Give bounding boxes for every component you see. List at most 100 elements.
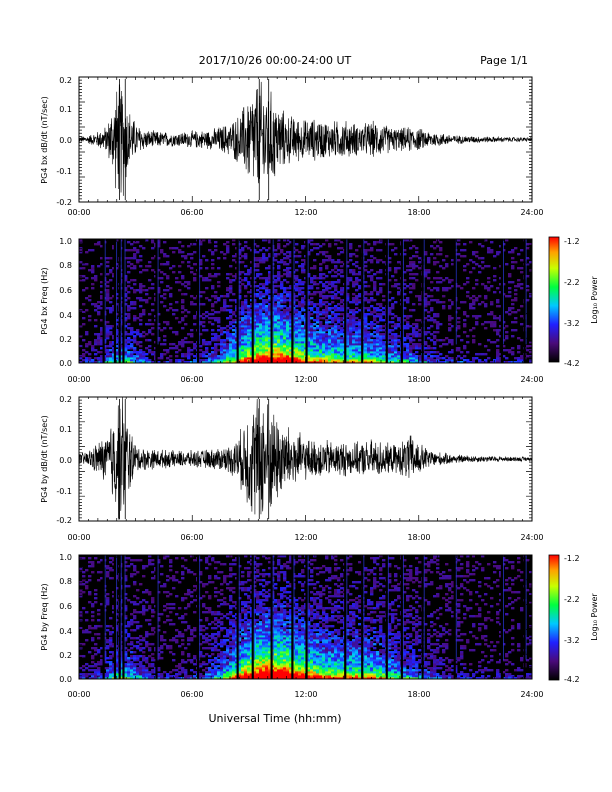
spectrogram-cell: [526, 275, 530, 278]
spectrogram-cell: [217, 643, 221, 646]
spectrogram-cell: [268, 253, 272, 256]
spectrogram-cell: [178, 635, 182, 638]
spectrogram-cell: [298, 287, 302, 290]
spectrogram-cell: [355, 343, 359, 346]
spectrogram-cell: [181, 653, 185, 656]
spectrogram-cell: [226, 293, 230, 296]
spectrogram-cell: [355, 329, 359, 332]
spectrogram-cell: [166, 677, 170, 680]
spectrogram-cell: [214, 627, 218, 630]
spectrogram-cell: [124, 593, 128, 596]
spectrogram-cell: [160, 355, 164, 358]
y-tick-label: -0.1: [56, 167, 72, 176]
spectrogram-cell: [475, 255, 479, 258]
spectrogram-cell: [406, 285, 410, 288]
spectrogram-cell: [169, 561, 173, 564]
spectrogram-cell: [268, 265, 272, 268]
spectrogram-cell: [229, 309, 233, 312]
spectrogram-cell: [256, 269, 260, 272]
spectrogram-cell: [316, 247, 320, 250]
spectrogram-cell: [499, 319, 503, 322]
spectrogram-cell: [133, 667, 137, 670]
spectrogram-cell: [163, 335, 167, 338]
spectrogram-cell: [211, 677, 215, 680]
spectrogram-cell: [463, 323, 467, 326]
spectrogram-cell: [310, 345, 314, 348]
spectrogram-cell: [265, 309, 269, 312]
spectrogram-cell: [178, 633, 182, 636]
spectrogram-cell: [457, 347, 461, 350]
spectrogram-cell: [166, 361, 170, 364]
spectrogram-cell: [298, 281, 302, 284]
spectrogram-cell: [490, 251, 494, 254]
spectrogram-cell: [223, 675, 227, 678]
spectrogram-cell: [286, 293, 290, 296]
spectrogram-cell: [256, 263, 260, 266]
spectrogram-cell: [463, 359, 467, 362]
spectrogram-cell: [256, 355, 260, 358]
spectrogram-cell: [430, 325, 434, 328]
spectrogram-cell: [127, 673, 131, 676]
spectrogram-cell: [193, 599, 197, 602]
spectrogram-cell: [211, 359, 215, 362]
spectrogram-cell: [205, 277, 209, 280]
spectrogram-cell: [415, 357, 419, 360]
spectrogram-cell: [223, 305, 227, 308]
spectrogram-cell: [268, 311, 272, 314]
spectrogram-cell: [301, 335, 305, 338]
spectrogram-cell: [331, 313, 335, 316]
spectrogram-cell: [346, 287, 350, 290]
spectrogram-cell: [274, 299, 278, 302]
spectrogram-cell: [220, 661, 224, 664]
spectrogram-cell: [151, 247, 155, 250]
spectrogram-cell: [157, 625, 161, 628]
spectrogram-cell: [409, 325, 413, 328]
spectrogram-cell: [295, 295, 299, 298]
spectrogram-cell: [244, 359, 248, 362]
spectrogram-gap-line: [236, 239, 239, 363]
spectrogram-cell: [85, 359, 89, 362]
spectrogram-cell: [352, 353, 356, 356]
spectrogram-cell: [379, 349, 383, 352]
spectrogram-cell: [322, 357, 326, 360]
spectrogram-cell: [490, 313, 494, 316]
spectrogram-cell: [241, 341, 245, 344]
spectrogram-cell: [100, 351, 104, 354]
spectrogram-cell: [319, 301, 323, 304]
spectrogram-cell: [256, 329, 260, 332]
spectrogram-cell: [289, 345, 293, 348]
spectrogram-cell: [322, 303, 326, 306]
spectrogram-cell: [529, 341, 533, 344]
spectrogram-cell: [442, 305, 446, 308]
spectrogram-cell: [490, 341, 494, 344]
spectrogram-cell: [166, 619, 170, 622]
spectrogram-cell: [283, 357, 287, 360]
spectrogram-cell: [223, 253, 227, 256]
spectrogram-cell: [334, 281, 338, 284]
spectrogram-cell: [112, 361, 116, 364]
spectrogram-cell: [166, 309, 170, 312]
spectrogram-cell: [352, 253, 356, 256]
spectrogram-cell: [397, 345, 401, 348]
spectrogram-cell: [418, 355, 422, 358]
spectrogram-cell: [181, 355, 185, 358]
panel-by-spectrogram: 1.0 0.8 0.6 0.4 0.2 0.0 00:00 06:00 12:0…: [40, 553, 599, 699]
spectrogram-cell: [127, 359, 131, 362]
spectrogram-cell: [403, 271, 407, 274]
spectrogram-cell: [148, 339, 152, 342]
spectrogram-cell: [283, 353, 287, 356]
spectrogram-cell: [262, 357, 266, 360]
spectrogram-cell: [394, 349, 398, 352]
spectrogram-cell: [88, 315, 92, 318]
spectrogram-cell: [310, 317, 314, 320]
spectrogram-cell: [364, 317, 368, 320]
spectrogram-cell: [217, 613, 221, 616]
spectrogram-cell: [232, 255, 236, 258]
spectrogram-cell: [448, 339, 452, 342]
spectrogram-cell: [463, 255, 467, 258]
spectrogram-cell: [82, 665, 86, 668]
spectrogram-cell: [313, 345, 317, 348]
spectrogram-cell: [259, 283, 263, 286]
spectrogram-cell: [259, 327, 263, 330]
spectrogram-cell: [256, 359, 260, 362]
